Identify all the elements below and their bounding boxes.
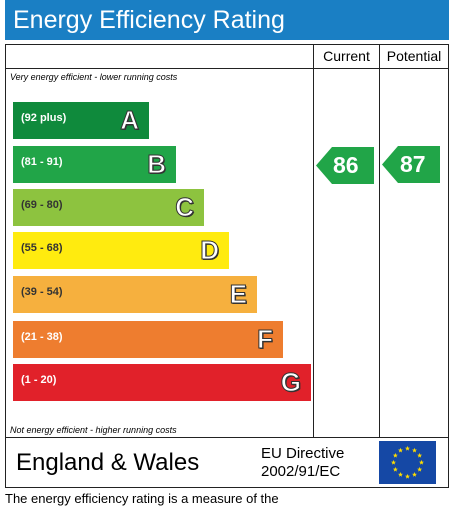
eu-flag-icon <box>379 441 436 484</box>
directive-line-2: 2002/91/EC <box>261 463 341 480</box>
band-range-label: (69 - 80) <box>21 199 63 211</box>
potential-arrow-shape <box>382 146 440 183</box>
current-rating-arrow: 86 <box>316 147 374 184</box>
band-c: (69 - 80) C <box>13 189 204 226</box>
eu-star <box>398 472 403 477</box>
eu-star <box>391 459 396 465</box>
band-letter: G <box>280 367 301 398</box>
current-arrow-shape <box>316 147 374 184</box>
band-range-label: (92 plus) <box>21 112 67 124</box>
band-letter: D <box>200 235 220 266</box>
band-range-label: (81 - 91) <box>21 156 63 168</box>
band-f: (21 - 38) F <box>13 321 283 358</box>
band-letter: E <box>229 279 247 310</box>
band-letter: A <box>120 105 140 136</box>
top-note: Very energy efficient - lower running co… <box>10 72 178 82</box>
eu-star <box>405 445 410 451</box>
potential-rating-value: 87 <box>400 151 426 177</box>
bottom-note: Not energy efficient - higher running co… <box>10 425 177 435</box>
column-header-current: Current <box>323 48 370 64</box>
eu-star <box>405 473 410 479</box>
band-a: (92 plus) A <box>13 102 149 139</box>
band-range-label: (39 - 54) <box>21 286 63 298</box>
footer-divider <box>5 437 449 438</box>
directive-line-1: EU Directive <box>261 445 345 462</box>
divider-potential <box>379 44 380 438</box>
column-header-potential: Potential <box>386 48 442 64</box>
description-text: The energy efficiency rating is a measur… <box>5 491 279 506</box>
band-range-label: (55 - 68) <box>21 242 63 254</box>
band-range-label: (21 - 38) <box>21 331 63 343</box>
band-g: (1 - 20) G <box>13 364 311 401</box>
eu-star <box>398 447 403 453</box>
eu-star <box>417 466 423 472</box>
eu-star <box>412 447 417 453</box>
band-letter: C <box>175 192 195 223</box>
divider-current <box>313 44 314 438</box>
eu-star <box>392 466 398 472</box>
band-b: (81 - 91) B <box>13 146 176 183</box>
country-label: England & Wales <box>16 449 200 476</box>
page-title: Energy Efficiency Rating <box>13 6 285 34</box>
rating-table <box>5 44 449 488</box>
current-rating-value: 86 <box>333 152 359 178</box>
eu-directive: EU Directive 2002/91/EC <box>261 445 344 481</box>
eu-stars <box>391 445 424 479</box>
band-letter: B <box>147 149 167 180</box>
eu-star <box>412 472 417 477</box>
potential-rating-arrow: 87 <box>382 146 440 183</box>
band-letter: F <box>257 324 274 355</box>
eu-star <box>419 459 424 465</box>
band-d: (55 - 68) D <box>13 232 229 269</box>
band-range-label: (1 - 20) <box>21 374 57 386</box>
eu-star <box>392 452 398 458</box>
title-bar: Energy Efficiency Rating <box>5 0 449 40</box>
eu-star <box>417 452 423 458</box>
band-e: (39 - 54) E <box>13 276 257 313</box>
header-divider <box>5 68 449 69</box>
